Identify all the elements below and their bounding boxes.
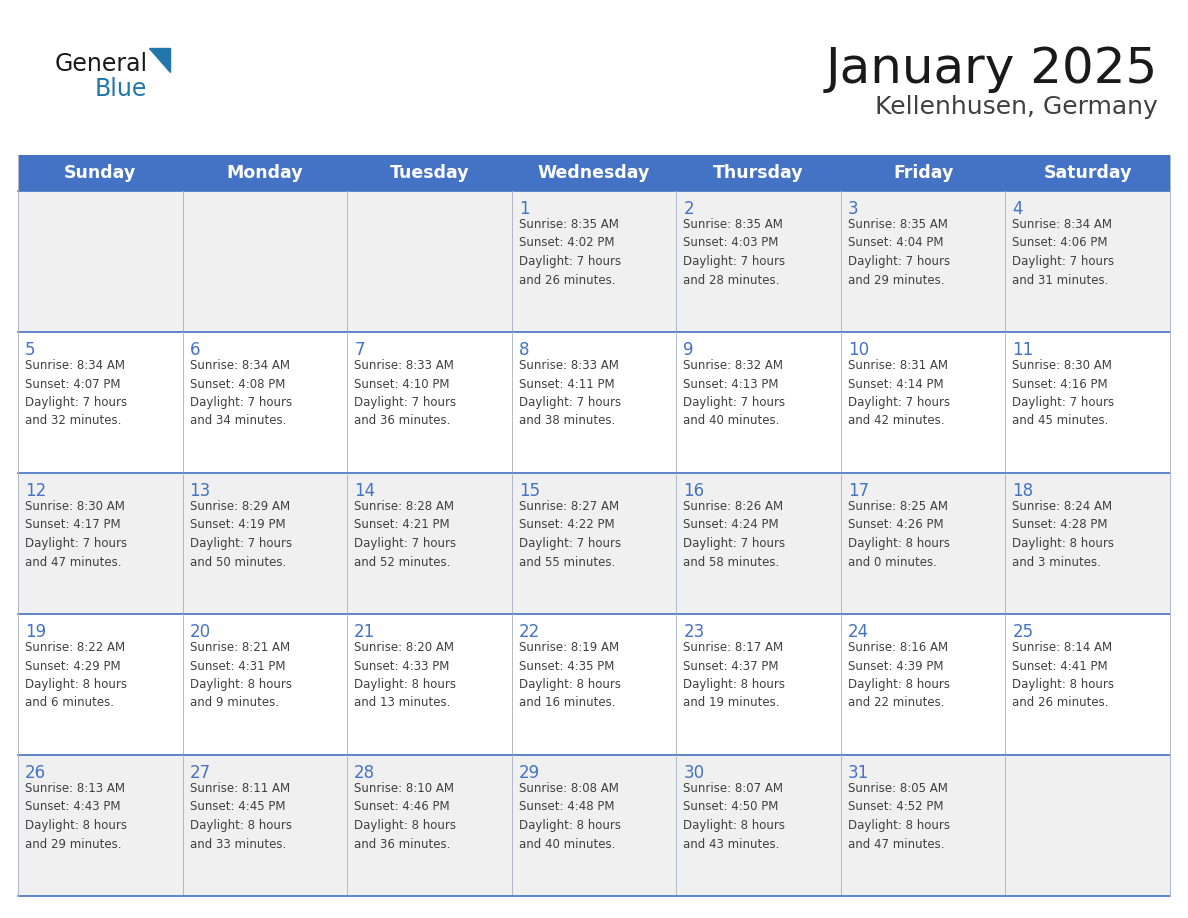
Text: Tuesday: Tuesday bbox=[390, 164, 469, 182]
Text: Sunrise: 8:34 AM
Sunset: 4:06 PM
Daylight: 7 hours
and 31 minutes.: Sunrise: 8:34 AM Sunset: 4:06 PM Dayligh… bbox=[1012, 218, 1114, 286]
Text: 30: 30 bbox=[683, 764, 704, 782]
Text: Sunrise: 8:30 AM
Sunset: 4:17 PM
Daylight: 7 hours
and 47 minutes.: Sunrise: 8:30 AM Sunset: 4:17 PM Dayligh… bbox=[25, 500, 127, 568]
Text: January 2025: January 2025 bbox=[826, 45, 1158, 93]
Text: 23: 23 bbox=[683, 623, 704, 641]
Text: Friday: Friday bbox=[893, 164, 953, 182]
Text: 1: 1 bbox=[519, 200, 530, 218]
Text: General: General bbox=[55, 52, 148, 76]
Bar bbox=[18, 473, 1170, 614]
Polygon shape bbox=[148, 48, 170, 72]
Text: Sunrise: 8:32 AM
Sunset: 4:13 PM
Daylight: 7 hours
and 40 minutes.: Sunrise: 8:32 AM Sunset: 4:13 PM Dayligh… bbox=[683, 359, 785, 428]
Text: 5: 5 bbox=[25, 341, 36, 359]
Text: Sunrise: 8:13 AM
Sunset: 4:43 PM
Daylight: 8 hours
and 29 minutes.: Sunrise: 8:13 AM Sunset: 4:43 PM Dayligh… bbox=[25, 782, 127, 850]
Text: 3: 3 bbox=[848, 200, 859, 218]
Bar bbox=[18, 332, 1170, 473]
Text: Sunrise: 8:19 AM
Sunset: 4:35 PM
Daylight: 8 hours
and 16 minutes.: Sunrise: 8:19 AM Sunset: 4:35 PM Dayligh… bbox=[519, 641, 620, 710]
Text: 20: 20 bbox=[190, 623, 210, 641]
Text: Sunrise: 8:33 AM
Sunset: 4:10 PM
Daylight: 7 hours
and 36 minutes.: Sunrise: 8:33 AM Sunset: 4:10 PM Dayligh… bbox=[354, 359, 456, 428]
Text: Sunrise: 8:16 AM
Sunset: 4:39 PM
Daylight: 8 hours
and 22 minutes.: Sunrise: 8:16 AM Sunset: 4:39 PM Dayligh… bbox=[848, 641, 950, 710]
Text: Sunrise: 8:31 AM
Sunset: 4:14 PM
Daylight: 7 hours
and 42 minutes.: Sunrise: 8:31 AM Sunset: 4:14 PM Dayligh… bbox=[848, 359, 950, 428]
Text: Sunrise: 8:26 AM
Sunset: 4:24 PM
Daylight: 7 hours
and 58 minutes.: Sunrise: 8:26 AM Sunset: 4:24 PM Dayligh… bbox=[683, 500, 785, 568]
Text: Sunrise: 8:28 AM
Sunset: 4:21 PM
Daylight: 7 hours
and 52 minutes.: Sunrise: 8:28 AM Sunset: 4:21 PM Dayligh… bbox=[354, 500, 456, 568]
Text: Sunrise: 8:22 AM
Sunset: 4:29 PM
Daylight: 8 hours
and 6 minutes.: Sunrise: 8:22 AM Sunset: 4:29 PM Dayligh… bbox=[25, 641, 127, 710]
Text: Sunrise: 8:21 AM
Sunset: 4:31 PM
Daylight: 8 hours
and 9 minutes.: Sunrise: 8:21 AM Sunset: 4:31 PM Dayligh… bbox=[190, 641, 291, 710]
Bar bbox=[18, 191, 1170, 332]
Text: Sunrise: 8:11 AM
Sunset: 4:45 PM
Daylight: 8 hours
and 33 minutes.: Sunrise: 8:11 AM Sunset: 4:45 PM Dayligh… bbox=[190, 782, 291, 850]
Text: 25: 25 bbox=[1012, 623, 1034, 641]
Text: 9: 9 bbox=[683, 341, 694, 359]
Text: Sunrise: 8:35 AM
Sunset: 4:03 PM
Daylight: 7 hours
and 28 minutes.: Sunrise: 8:35 AM Sunset: 4:03 PM Dayligh… bbox=[683, 218, 785, 286]
Text: 22: 22 bbox=[519, 623, 541, 641]
Text: Sunrise: 8:14 AM
Sunset: 4:41 PM
Daylight: 8 hours
and 26 minutes.: Sunrise: 8:14 AM Sunset: 4:41 PM Dayligh… bbox=[1012, 641, 1114, 710]
Text: Sunrise: 8:35 AM
Sunset: 4:02 PM
Daylight: 7 hours
and 26 minutes.: Sunrise: 8:35 AM Sunset: 4:02 PM Dayligh… bbox=[519, 218, 621, 286]
Text: 28: 28 bbox=[354, 764, 375, 782]
Text: 6: 6 bbox=[190, 341, 200, 359]
Text: Monday: Monday bbox=[227, 164, 303, 182]
Text: 2: 2 bbox=[683, 200, 694, 218]
Text: Sunrise: 8:10 AM
Sunset: 4:46 PM
Daylight: 8 hours
and 36 minutes.: Sunrise: 8:10 AM Sunset: 4:46 PM Dayligh… bbox=[354, 782, 456, 850]
Text: Sunrise: 8:17 AM
Sunset: 4:37 PM
Daylight: 8 hours
and 19 minutes.: Sunrise: 8:17 AM Sunset: 4:37 PM Dayligh… bbox=[683, 641, 785, 710]
Text: 29: 29 bbox=[519, 764, 539, 782]
Text: Sunrise: 8:05 AM
Sunset: 4:52 PM
Daylight: 8 hours
and 47 minutes.: Sunrise: 8:05 AM Sunset: 4:52 PM Dayligh… bbox=[848, 782, 950, 850]
Bar bbox=[18, 155, 1170, 191]
Text: 31: 31 bbox=[848, 764, 870, 782]
Text: Thursday: Thursday bbox=[713, 164, 804, 182]
Text: Sunrise: 8:34 AM
Sunset: 4:08 PM
Daylight: 7 hours
and 34 minutes.: Sunrise: 8:34 AM Sunset: 4:08 PM Dayligh… bbox=[190, 359, 292, 428]
Text: 11: 11 bbox=[1012, 341, 1034, 359]
Text: Sunrise: 8:20 AM
Sunset: 4:33 PM
Daylight: 8 hours
and 13 minutes.: Sunrise: 8:20 AM Sunset: 4:33 PM Dayligh… bbox=[354, 641, 456, 710]
Text: 4: 4 bbox=[1012, 200, 1023, 218]
Text: Sunrise: 8:08 AM
Sunset: 4:48 PM
Daylight: 8 hours
and 40 minutes.: Sunrise: 8:08 AM Sunset: 4:48 PM Dayligh… bbox=[519, 782, 620, 850]
Text: 17: 17 bbox=[848, 482, 868, 500]
Text: 8: 8 bbox=[519, 341, 529, 359]
Text: 21: 21 bbox=[354, 623, 375, 641]
Text: 19: 19 bbox=[25, 623, 46, 641]
Text: Sunrise: 8:25 AM
Sunset: 4:26 PM
Daylight: 8 hours
and 0 minutes.: Sunrise: 8:25 AM Sunset: 4:26 PM Dayligh… bbox=[848, 500, 950, 568]
Text: 16: 16 bbox=[683, 482, 704, 500]
Text: Wednesday: Wednesday bbox=[538, 164, 650, 182]
Text: 14: 14 bbox=[354, 482, 375, 500]
Text: Sunrise: 8:33 AM
Sunset: 4:11 PM
Daylight: 7 hours
and 38 minutes.: Sunrise: 8:33 AM Sunset: 4:11 PM Dayligh… bbox=[519, 359, 621, 428]
Text: Sunrise: 8:34 AM
Sunset: 4:07 PM
Daylight: 7 hours
and 32 minutes.: Sunrise: 8:34 AM Sunset: 4:07 PM Dayligh… bbox=[25, 359, 127, 428]
Text: 27: 27 bbox=[190, 764, 210, 782]
Text: Kellenhusen, Germany: Kellenhusen, Germany bbox=[876, 95, 1158, 119]
Text: 15: 15 bbox=[519, 482, 539, 500]
Text: 13: 13 bbox=[190, 482, 210, 500]
Text: Sunday: Sunday bbox=[64, 164, 137, 182]
Text: 18: 18 bbox=[1012, 482, 1034, 500]
Text: Sunrise: 8:24 AM
Sunset: 4:28 PM
Daylight: 8 hours
and 3 minutes.: Sunrise: 8:24 AM Sunset: 4:28 PM Dayligh… bbox=[1012, 500, 1114, 568]
Bar bbox=[18, 755, 1170, 896]
Text: Sunrise: 8:35 AM
Sunset: 4:04 PM
Daylight: 7 hours
and 29 minutes.: Sunrise: 8:35 AM Sunset: 4:04 PM Dayligh… bbox=[848, 218, 950, 286]
Text: 12: 12 bbox=[25, 482, 46, 500]
Bar bbox=[18, 614, 1170, 755]
Text: Blue: Blue bbox=[95, 77, 147, 101]
Text: Sunrise: 8:27 AM
Sunset: 4:22 PM
Daylight: 7 hours
and 55 minutes.: Sunrise: 8:27 AM Sunset: 4:22 PM Dayligh… bbox=[519, 500, 621, 568]
Text: 10: 10 bbox=[848, 341, 868, 359]
Text: Sunrise: 8:07 AM
Sunset: 4:50 PM
Daylight: 8 hours
and 43 minutes.: Sunrise: 8:07 AM Sunset: 4:50 PM Dayligh… bbox=[683, 782, 785, 850]
Text: 7: 7 bbox=[354, 341, 365, 359]
Text: Sunrise: 8:30 AM
Sunset: 4:16 PM
Daylight: 7 hours
and 45 minutes.: Sunrise: 8:30 AM Sunset: 4:16 PM Dayligh… bbox=[1012, 359, 1114, 428]
Text: 26: 26 bbox=[25, 764, 46, 782]
Text: 24: 24 bbox=[848, 623, 868, 641]
Text: Sunrise: 8:29 AM
Sunset: 4:19 PM
Daylight: 7 hours
and 50 minutes.: Sunrise: 8:29 AM Sunset: 4:19 PM Dayligh… bbox=[190, 500, 292, 568]
Text: Saturday: Saturday bbox=[1043, 164, 1132, 182]
